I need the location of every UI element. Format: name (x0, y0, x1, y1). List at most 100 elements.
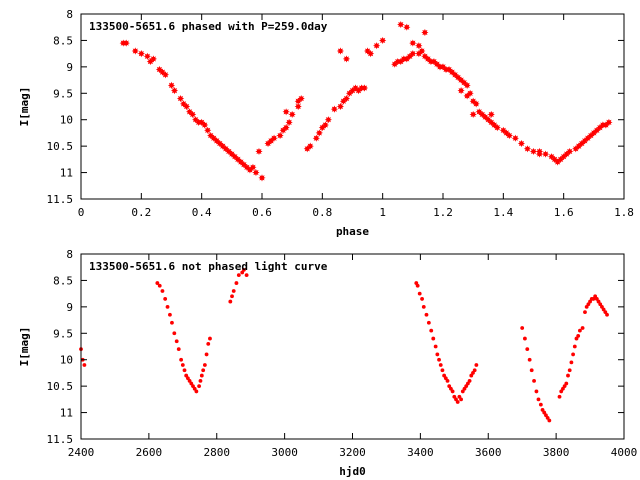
data-point (450, 389, 455, 394)
x-tick-label: 1 (379, 206, 386, 219)
data-point (435, 352, 440, 357)
data-point (415, 283, 420, 288)
data-point (409, 50, 417, 58)
data-point (170, 87, 179, 95)
data-point (234, 281, 239, 285)
data-point (208, 336, 212, 341)
data-point (409, 39, 417, 47)
data-point (202, 363, 207, 367)
data-point (330, 105, 338, 113)
data-point (182, 102, 191, 111)
x-tick-label: 3400 (407, 446, 434, 459)
x-tick-label: 2400 (68, 446, 95, 459)
data-point (258, 174, 266, 182)
data-point (163, 297, 168, 301)
data-point (445, 378, 450, 383)
data-point (564, 381, 569, 386)
data-point (440, 368, 445, 373)
data-point (520, 326, 525, 330)
data-point (605, 312, 609, 317)
data-point (426, 320, 431, 325)
data-point (204, 126, 212, 134)
data-point (417, 291, 422, 296)
y-tick-label: 8 (66, 8, 73, 21)
data-point (282, 124, 290, 132)
data-points (79, 267, 609, 423)
x-tick-label: 0.2 (131, 206, 151, 219)
data-point (429, 328, 434, 333)
data-point (206, 341, 211, 346)
data-point (160, 289, 165, 293)
x-tick-label: 1.2 (433, 206, 453, 219)
data-point (536, 397, 541, 402)
x-axis: 2400 2600 2800 3000 3200 3400 3600 3800 4000 (68, 254, 638, 459)
data-point (288, 110, 296, 119)
x-tick-label: 4000 (611, 446, 638, 459)
data-point (306, 142, 314, 150)
data-point (161, 71, 170, 79)
data-point (276, 131, 284, 140)
data-point (342, 94, 351, 103)
x-tick-label: 1.6 (554, 206, 574, 219)
data-point (459, 397, 463, 402)
data-point (367, 50, 375, 58)
data-point (472, 368, 477, 373)
data-point (324, 116, 332, 124)
data-point (373, 42, 381, 50)
y-axis-title: I[mag] (18, 327, 31, 367)
data-point (165, 304, 170, 309)
data-point (415, 42, 423, 50)
data-point (179, 357, 184, 362)
data-point (455, 400, 460, 404)
data-point (176, 94, 185, 103)
data-point (576, 334, 581, 338)
data-point (285, 118, 293, 126)
x-axis-title: hjd0 (339, 465, 366, 478)
data-point (433, 344, 438, 349)
data-point (572, 344, 577, 349)
data-point (204, 352, 209, 357)
data-point (437, 357, 441, 362)
data-point (321, 121, 329, 129)
x-tick-label: 0 (78, 206, 85, 219)
data-point (242, 267, 246, 272)
data-point (517, 139, 526, 148)
x-tick-label: 2800 (204, 446, 231, 459)
data-point (493, 124, 501, 132)
data-point (336, 47, 345, 55)
data-point (457, 87, 465, 95)
x-tick-label: 0.4 (192, 206, 212, 219)
data-point (167, 81, 176, 89)
data-point (525, 347, 530, 352)
y-tick-label: 8.5 (53, 274, 73, 287)
y-tick-label: 8 (66, 248, 73, 261)
data-point (523, 145, 532, 153)
y-tick-label: 10.5 (47, 140, 74, 153)
data-point (541, 150, 550, 158)
data-point (294, 102, 302, 111)
data-point (82, 363, 87, 367)
x-axis-title: phase (336, 225, 369, 238)
data-point (571, 352, 575, 357)
data-point (421, 28, 429, 37)
data-point (168, 312, 172, 317)
y-tick-label: 9.5 (53, 87, 73, 100)
data-point (424, 312, 429, 317)
y-tick-label: 9 (66, 61, 73, 74)
data-point (566, 147, 574, 156)
data-point (605, 118, 613, 126)
data-point (255, 147, 263, 156)
y-axis: 8 8.5 9 9.5 10 10.5 11 11.5 (47, 8, 624, 206)
data-point (249, 163, 257, 171)
data-point (535, 147, 544, 156)
data-point (463, 92, 471, 100)
x-tick-label: 3000 (271, 446, 298, 459)
y-tick-label: 10.5 (47, 380, 74, 393)
data-point (569, 360, 574, 365)
data-point (315, 129, 323, 137)
data-point (532, 378, 536, 383)
data-point (270, 134, 278, 142)
data-point (312, 134, 320, 142)
data-point (511, 134, 519, 142)
data-point (170, 320, 174, 325)
